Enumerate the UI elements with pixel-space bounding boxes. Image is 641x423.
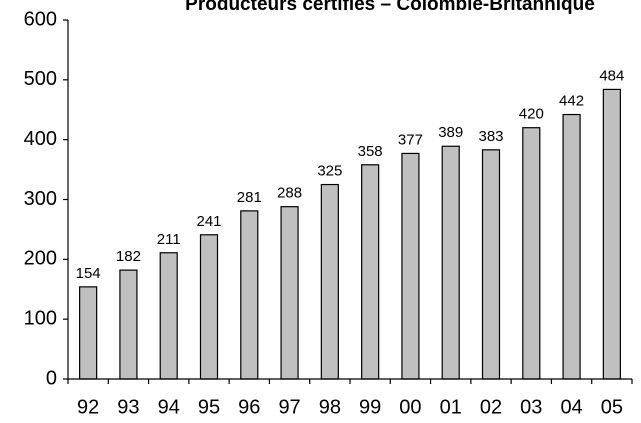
chart-title: Producteurs certifiés – Colombie-Britann…	[185, 0, 595, 15]
data-label: 241	[196, 213, 221, 230]
bar	[320, 183, 339, 380]
x-tick-label: 96	[238, 396, 260, 418]
x-axis: 92 93 94 95 96 97 98 99 00 01 02 03 04 05	[67, 378, 633, 418]
data-label: 377	[398, 131, 423, 148]
bar	[361, 164, 380, 380]
data-label: 442	[559, 93, 584, 110]
bar	[562, 113, 581, 380]
x-tick-label: 02	[480, 396, 502, 418]
y-tick-label: 500	[24, 68, 57, 90]
data-label: 288	[277, 185, 302, 202]
x-tick-label: 05	[601, 396, 623, 418]
x-tick-label: 04	[560, 396, 582, 418]
x-tick-label: 99	[359, 396, 381, 418]
bar	[401, 152, 420, 380]
bar	[199, 234, 219, 380]
data-label: 281	[237, 189, 262, 206]
bar	[280, 206, 299, 380]
data-label: 420	[519, 106, 544, 123]
x-tick-label: 94	[158, 396, 180, 418]
x-tick-label: 98	[319, 396, 341, 418]
data-label: 389	[438, 124, 463, 141]
y-tick-label: 100	[24, 307, 57, 329]
data-label: 182	[116, 248, 141, 265]
data-label: 383	[478, 128, 503, 145]
data-label: 154	[76, 265, 101, 282]
bar	[240, 210, 259, 380]
data-label: 358	[358, 143, 383, 160]
bar	[602, 88, 621, 380]
data-label: 211	[157, 231, 181, 248]
bar	[481, 149, 501, 380]
y-tick-label: 400	[24, 128, 57, 150]
x-tick-label: 97	[278, 396, 300, 418]
x-tick-label: 01	[440, 396, 462, 418]
y-axis: 0 100 200 300 400 500 600	[24, 8, 69, 389]
bar	[159, 252, 178, 380]
data-label: 484	[599, 67, 624, 84]
x-tick-label: 03	[520, 396, 542, 418]
bar	[441, 145, 460, 380]
bar	[79, 286, 98, 380]
y-tick-label: 600	[24, 8, 57, 30]
data-label: 325	[317, 163, 342, 180]
data-labels-group: 154 182 211 241 281 288 325 358 377 389 383 420 442 4…	[76, 67, 625, 281]
y-tick-label: 300	[24, 188, 57, 210]
x-tick-label: 95	[198, 396, 220, 418]
x-tick-label: 93	[117, 396, 139, 418]
y-tick-label: 0	[46, 367, 57, 389]
x-tick-label: 00	[399, 396, 421, 418]
y-tick-label: 200	[24, 248, 57, 270]
x-tick-label: 92	[77, 396, 99, 418]
bar	[119, 269, 138, 380]
bar	[522, 127, 541, 380]
